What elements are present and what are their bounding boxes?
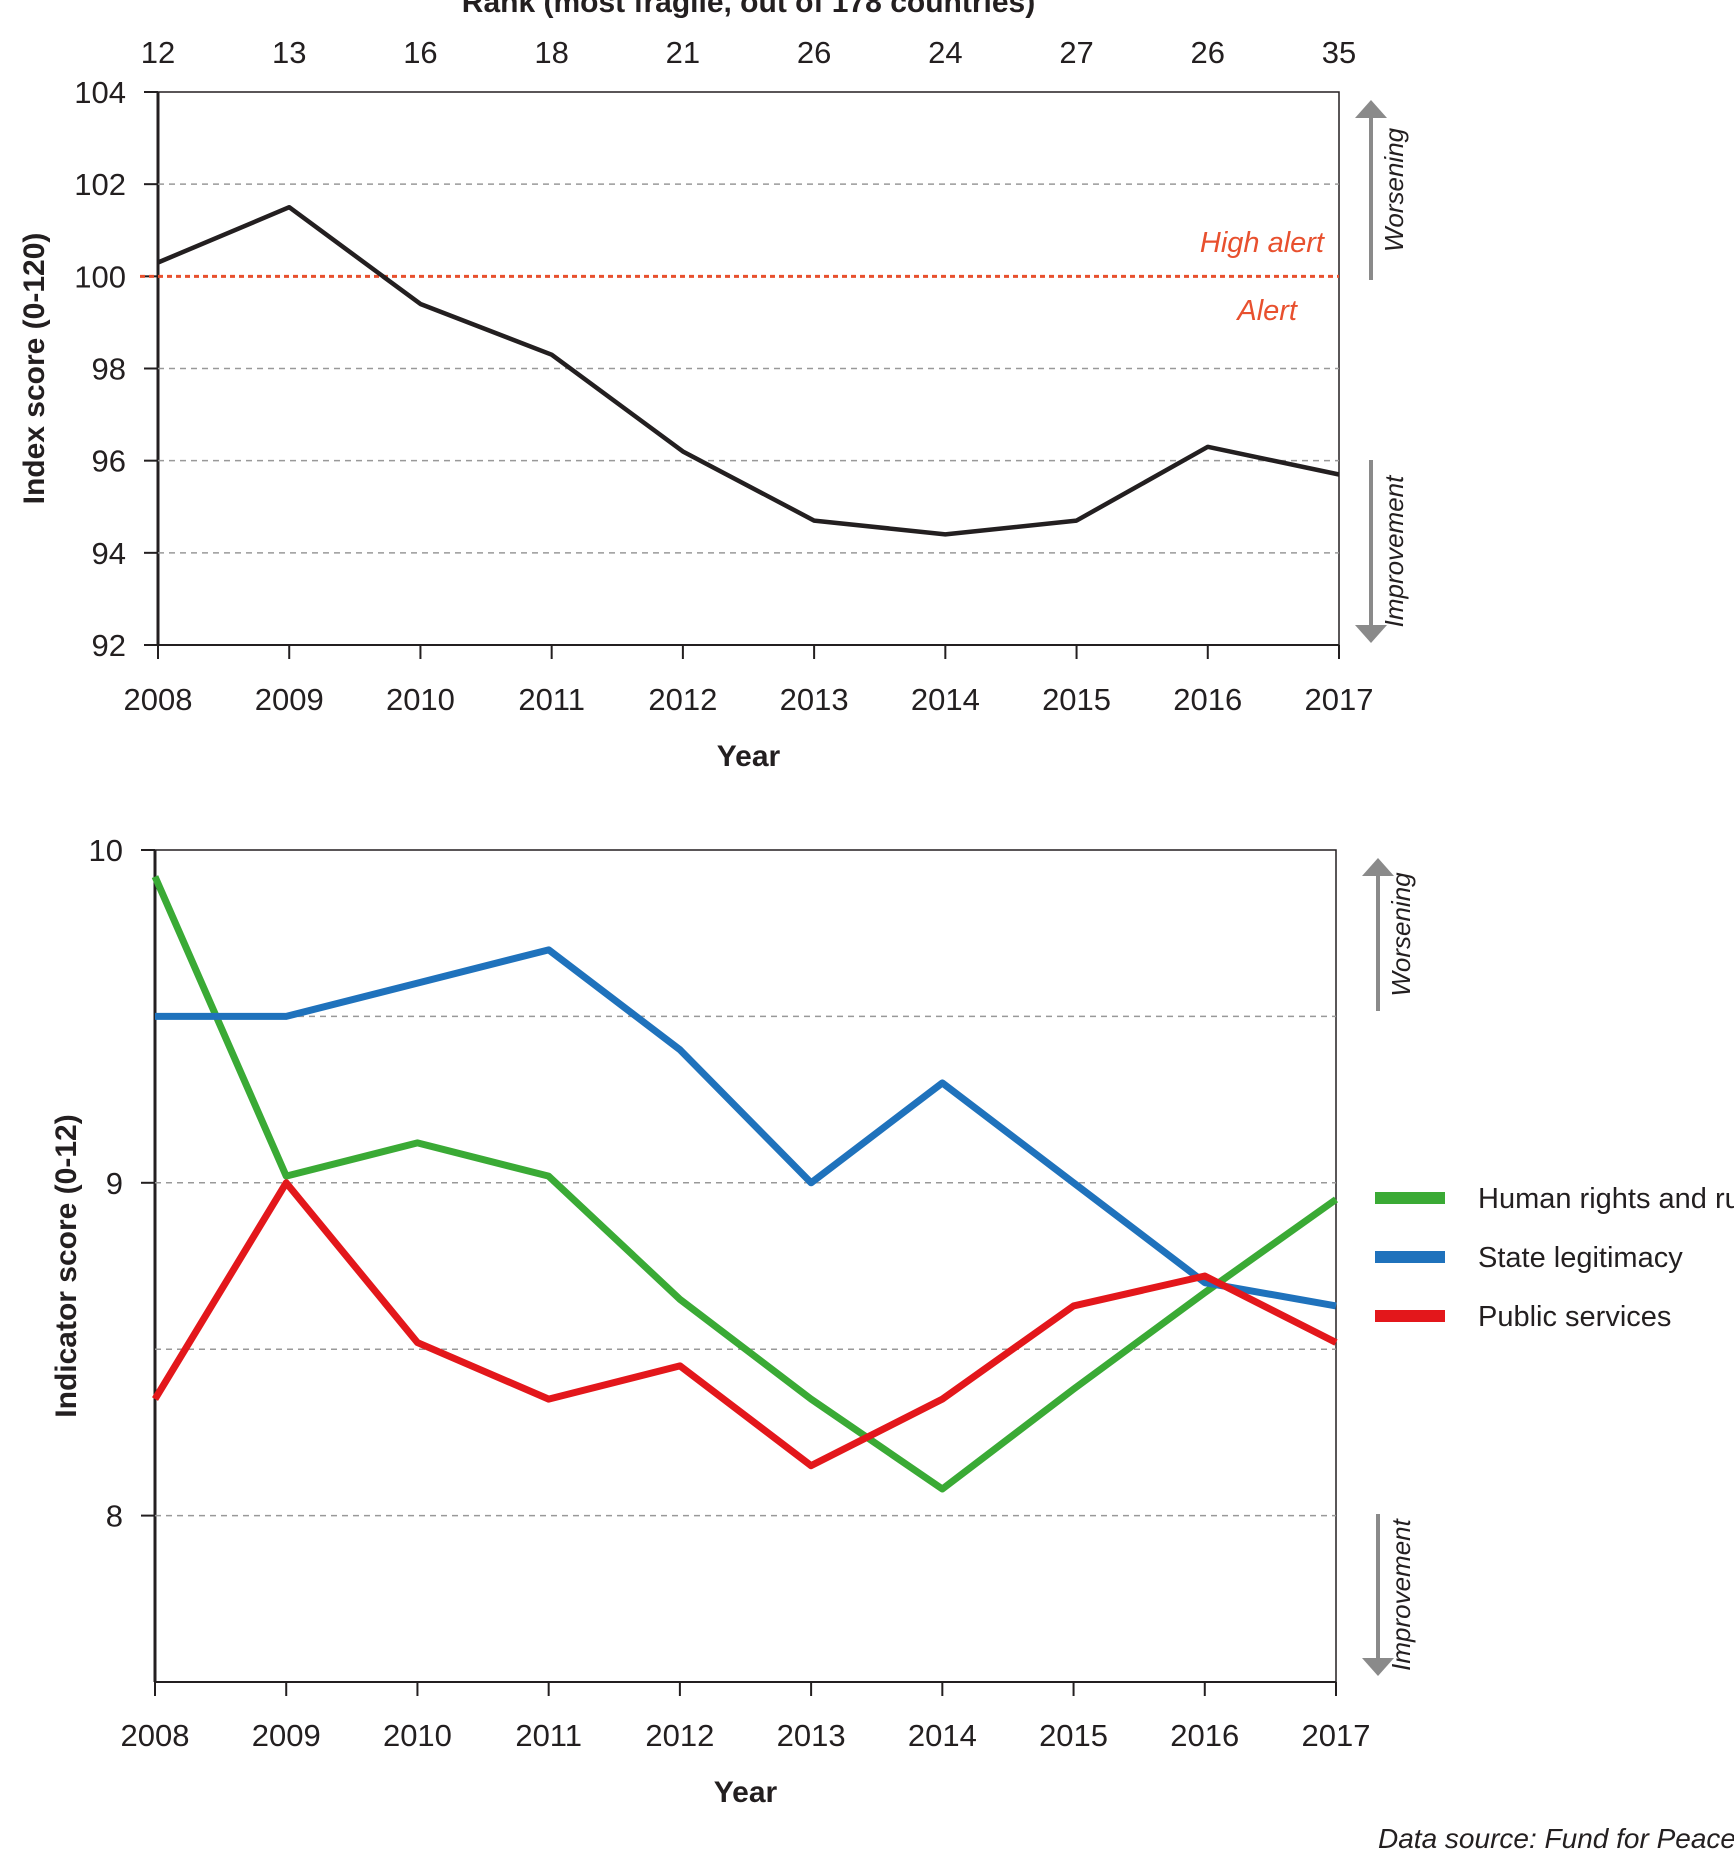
series-line-human-rights-and-rule-of-law <box>151 875 1339 1493</box>
indicator-x-tick-label: 2017 <box>1302 1718 1371 1753</box>
index-y-tick-label: 102 <box>74 167 126 202</box>
rank-tick-label: 18 <box>534 35 568 70</box>
legend-label-public-services: Public services <box>1478 1301 1671 1333</box>
indicator-y-tick-label: 10 <box>89 833 123 868</box>
index-score-line <box>157 204 1340 537</box>
rank-tick-label: 26 <box>797 35 831 70</box>
indicator-x-tick-label: 2014 <box>908 1718 977 1753</box>
rank-tick-label: 21 <box>666 35 700 70</box>
index-x-tick-label: 2015 <box>1042 682 1111 717</box>
bottom-arrow-up-icon <box>1362 858 1394 876</box>
index-y-tick-label: 98 <box>92 352 126 387</box>
index-x-tick-label: 2008 <box>124 682 193 717</box>
indicator-x-tick-label: 2012 <box>645 1718 714 1753</box>
index-y-tick-label: 92 <box>92 628 126 663</box>
top-worsening-label: Worsening <box>1379 127 1409 252</box>
data-source: Data source: Fund for Peace 2017 <box>1378 1823 1734 1850</box>
rank-tick-label: 27 <box>1059 35 1093 70</box>
bottom-improvement-label: Improvement <box>1386 1517 1416 1670</box>
rank-tick-label: 12 <box>141 35 175 70</box>
index-x-tick-label: 2016 <box>1173 682 1242 717</box>
indicator-x-tick-label: 2009 <box>252 1718 321 1753</box>
index-x-tick-label: 2014 <box>911 682 980 717</box>
indicator-x-tick-label: 2015 <box>1039 1718 1108 1753</box>
legend-label-state-legitimacy: State legitimacy <box>1478 1242 1683 1274</box>
index-x-tick-label: 2011 <box>518 682 585 717</box>
index-y-tick-label: 94 <box>92 536 126 571</box>
alert-label: Alert <box>1235 295 1299 327</box>
index-x-tick-label: 2012 <box>648 682 717 717</box>
bottom-worsening-label: Worsening <box>1386 872 1416 997</box>
top-improvement-label: Improvement <box>1379 474 1409 627</box>
legend-label-human-rights-and-rule-of-law: Human rights and rule of law <box>1478 1183 1734 1215</box>
indicator-x-tick-label: 2008 <box>121 1718 190 1753</box>
rank-tick-label: 16 <box>403 35 437 70</box>
indicator-x-tick-label: 2011 <box>515 1718 582 1753</box>
indicator-y-tick-label: 9 <box>106 1166 123 1201</box>
index-x-axis-title: Year <box>717 740 781 773</box>
high-alert-label: High alert <box>1200 227 1326 259</box>
index-x-tick-label: 2017 <box>1305 682 1374 717</box>
index-y-axis-title: Index score (0-120) <box>18 233 51 505</box>
indicator-y-axis-title: Indicator score (0-12) <box>50 1114 83 1417</box>
indicator-x-tick-label: 2013 <box>777 1718 846 1753</box>
bottom-arrow-down-icon <box>1362 1658 1394 1676</box>
index-x-tick-label: 2009 <box>255 682 324 717</box>
indicator-x-tick-label: 2016 <box>1170 1718 1239 1753</box>
rank-axis-title: Rank (most fragile, out of 178 countries… <box>462 0 1035 19</box>
top-arrow-up-icon <box>1355 100 1387 118</box>
rank-tick-label: 26 <box>1191 35 1225 70</box>
index-y-tick-label: 100 <box>74 259 126 294</box>
indicator-plot-frame <box>154 849 1337 1683</box>
rank-tick-label: 13 <box>272 35 306 70</box>
index-y-tick-label: 104 <box>74 75 126 110</box>
indicator-y-tick-label: 8 <box>106 1499 123 1534</box>
rank-tick-label: 35 <box>1322 35 1356 70</box>
indicator-x-axis-title: Year <box>714 1776 778 1809</box>
series-line-state-legitimacy <box>155 946 1337 1310</box>
index-y-tick-label: 96 <box>92 444 126 479</box>
top-arrow-down-icon <box>1355 625 1387 643</box>
indicator-x-tick-label: 2010 <box>383 1718 452 1753</box>
index-x-tick-label: 2010 <box>386 682 455 717</box>
index-x-tick-label: 2013 <box>780 682 849 717</box>
rank-tick-label: 24 <box>928 35 962 70</box>
series-line-public-services <box>152 1179 1338 1470</box>
